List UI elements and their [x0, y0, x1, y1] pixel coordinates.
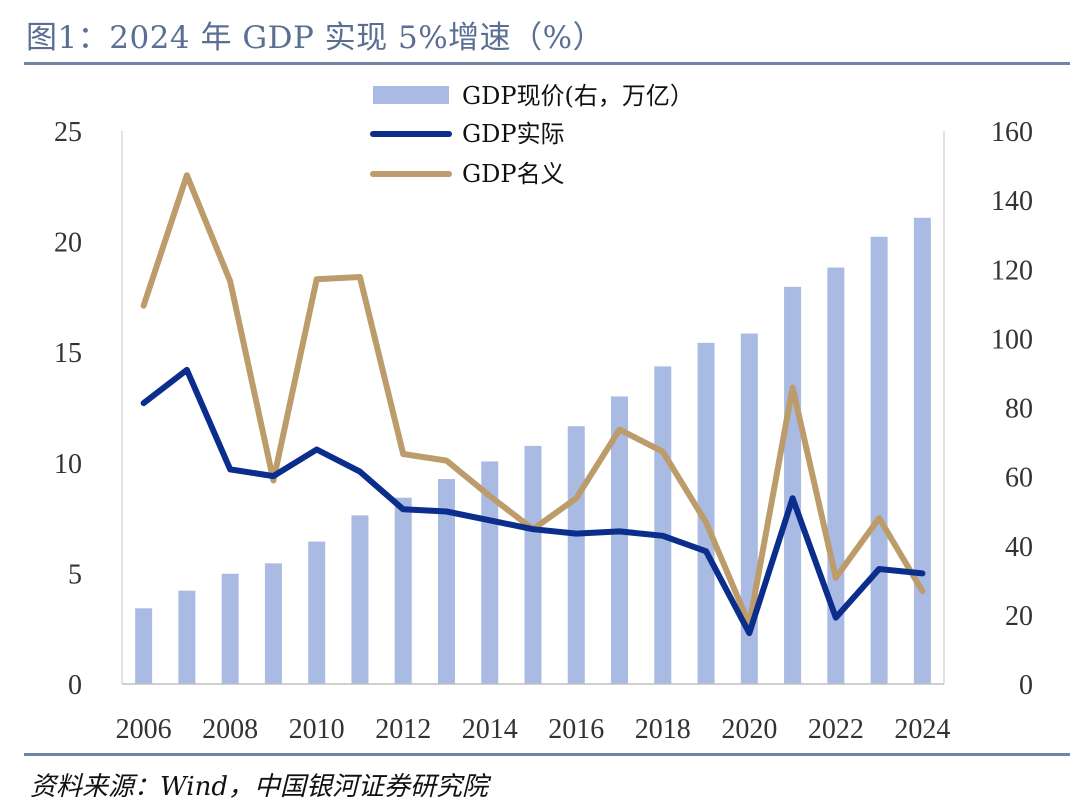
left-y-tick-label: 10 — [54, 449, 82, 480]
bar-2007 — [178, 590, 196, 684]
bar-2021 — [784, 286, 802, 684]
bar-2024 — [913, 217, 931, 684]
vertical-gridlines — [121, 131, 945, 684]
legend-label-real: GDP实际 — [462, 120, 565, 148]
x-tick-label: 2022 — [808, 714, 864, 745]
right-y-tick-label: 100 — [991, 324, 1033, 355]
bar-2015 — [524, 445, 542, 684]
bar-2013 — [437, 479, 455, 684]
chart-title: 图1：2024 年 GDP 实现 5%增速（%） — [26, 20, 605, 56]
bar-2006 — [135, 608, 153, 684]
x-tick-label: 2020 — [721, 714, 777, 745]
bar-series — [135, 217, 931, 685]
bar-2009 — [264, 563, 282, 684]
source-note: 资料来源：Wind，中国银河证券研究院 — [30, 772, 488, 802]
x-tick-label: 2024 — [894, 714, 950, 745]
legend-swatch-bars — [373, 86, 449, 104]
right-y-tick-label: 20 — [1005, 601, 1033, 632]
x-tick-label: 2018 — [635, 714, 691, 745]
left-y-tick-label: 20 — [54, 228, 82, 259]
bar-2023 — [870, 236, 888, 685]
right-y-tick-label: 0 — [1019, 670, 1033, 701]
right-y-tick-label: 140 — [991, 186, 1033, 217]
bar-2019 — [697, 342, 715, 684]
axes: 2006 2008 2010 2012 2014 2016 2018 2020 2022 2024… — [54, 117, 1033, 745]
left-y-tick-label: 5 — [68, 559, 82, 590]
bar-2010 — [308, 541, 326, 684]
x-tick-label: 2014 — [462, 714, 518, 745]
bar-2018 — [654, 366, 672, 684]
title-rule — [24, 62, 1070, 65]
left-y-tick-label: 15 — [54, 338, 82, 369]
line-gdp-real — [140, 366, 926, 637]
x-tick-label: 2012 — [375, 714, 431, 745]
bar-2008 — [221, 573, 239, 684]
bar-2016 — [567, 426, 585, 684]
left-y-tick-label: 0 — [68, 670, 82, 701]
legend: GDP现价(右，万亿） GDP实际 GDP名义 — [370, 82, 694, 188]
bar-2012 — [394, 497, 412, 684]
x-tick-label: 2010 — [289, 714, 345, 745]
legend-label-bars: GDP现价(右，万亿） — [462, 82, 694, 110]
right-y-tick-label: 160 — [991, 117, 1033, 148]
x-tick-label: 2006 — [116, 714, 172, 745]
bar-2017 — [611, 396, 629, 684]
right-y-tick-label: 40 — [1005, 532, 1033, 563]
x-tick-label: 2016 — [548, 714, 604, 745]
footer-rule — [24, 753, 1070, 756]
right-y-tick-label: 80 — [1005, 394, 1033, 425]
bar-2022 — [827, 267, 845, 684]
legend-label-nominal: GDP名义 — [462, 160, 565, 188]
left-y-tick-label: 25 — [54, 117, 82, 148]
line-series — [140, 172, 926, 637]
x-tick-label: 2008 — [202, 714, 258, 745]
right-y-tick-label: 60 — [1005, 463, 1033, 494]
bar-2011 — [351, 515, 369, 684]
right-y-tick-label: 120 — [991, 255, 1033, 286]
